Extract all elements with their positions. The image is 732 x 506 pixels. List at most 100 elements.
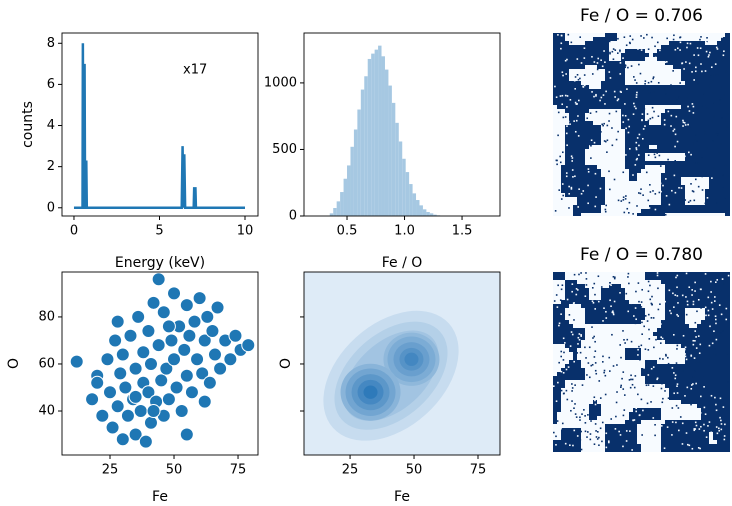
kde-peak-level (363, 385, 378, 399)
map-speck (651, 36, 653, 39)
map-speck (709, 51, 711, 54)
map-region (601, 205, 649, 209)
map-speck (598, 380, 601, 382)
map-speck (625, 440, 628, 442)
histogram-bar (333, 208, 337, 216)
map-speck (661, 168, 663, 171)
map-speck (638, 144, 640, 147)
map-region (625, 81, 685, 85)
map-speck (561, 422, 564, 425)
map-speck (576, 289, 579, 291)
map-speck (617, 37, 619, 40)
map-speck (626, 417, 629, 419)
map-speck (673, 34, 675, 37)
map-speck (566, 144, 568, 147)
map-region (553, 137, 565, 141)
scatter-point (205, 324, 220, 339)
map-speck (722, 94, 725, 97)
map-speck (691, 101, 693, 104)
map-speck (682, 121, 685, 124)
map-speck (676, 344, 679, 347)
map-speck (627, 310, 630, 313)
map-region (565, 308, 585, 312)
map-speck (581, 413, 583, 415)
map-speck (643, 37, 645, 39)
scatter-point (69, 354, 84, 369)
map-speck (646, 402, 649, 405)
map-speck (637, 348, 639, 351)
map-speck (681, 370, 684, 372)
map-speck (689, 42, 692, 45)
map-region (601, 137, 625, 141)
map-region (625, 73, 681, 77)
map-speck (679, 82, 681, 84)
map-speck (573, 66, 576, 68)
map-speck (636, 157, 638, 160)
map-speck (633, 105, 636, 108)
map-speck (664, 213, 667, 216)
map-speck (594, 172, 597, 175)
map-speck (672, 292, 674, 295)
map-speck (616, 391, 618, 393)
map-speck (685, 358, 688, 361)
map-region (597, 165, 625, 169)
map-speck (593, 443, 596, 446)
map-speck (628, 379, 631, 381)
map-speck (688, 444, 691, 447)
map-speck (580, 334, 582, 336)
map-speck (624, 103, 626, 105)
histogram-bar (384, 69, 389, 216)
map-speck (579, 439, 582, 441)
map-region (581, 81, 601, 85)
map-speck (709, 86, 712, 89)
map-speck (637, 154, 640, 156)
map-region (661, 408, 701, 412)
map-speck (648, 207, 651, 209)
y-tick-label: 500 (272, 142, 297, 157)
map-region (569, 320, 585, 324)
map-region (641, 448, 661, 452)
map-speck (566, 95, 569, 97)
map-speck (695, 134, 697, 136)
map-speck (570, 41, 573, 44)
map-speck (683, 68, 685, 70)
scatter-point (105, 420, 120, 435)
map-speck (590, 157, 592, 159)
map-speck (571, 290, 573, 293)
map-speck (699, 412, 702, 414)
map-region (585, 113, 621, 117)
scatter-point (120, 408, 135, 423)
map-speck (705, 436, 708, 438)
scatter-point (184, 385, 199, 400)
map-speck (656, 274, 659, 277)
map-speck (673, 392, 676, 395)
map-region (553, 284, 565, 288)
map-speck (578, 188, 580, 190)
map-speck (686, 443, 689, 446)
annotation: x17 (183, 63, 207, 78)
map-speck (716, 74, 719, 76)
map-speck (687, 201, 690, 203)
map-region (561, 396, 669, 400)
map-speck (642, 89, 644, 92)
map-speck (683, 311, 685, 314)
map-speck (637, 354, 639, 356)
map-speck (723, 438, 726, 441)
map-speck (714, 198, 717, 200)
map-speck (620, 149, 623, 151)
map-speck (720, 423, 723, 425)
map-speck (706, 37, 708, 39)
map-speck (610, 418, 613, 420)
map-speck (573, 120, 575, 122)
map-speck (647, 290, 650, 293)
map-speck (613, 277, 616, 280)
x-tick-label: 1.0 (394, 224, 415, 239)
y-axis-label: O (278, 358, 294, 369)
map-speck (685, 296, 687, 298)
map-speck (678, 429, 680, 432)
map-speck (717, 152, 720, 154)
map-region (553, 288, 565, 292)
map-region (661, 416, 701, 420)
map-region (565, 384, 665, 388)
scatter-point (223, 352, 238, 367)
